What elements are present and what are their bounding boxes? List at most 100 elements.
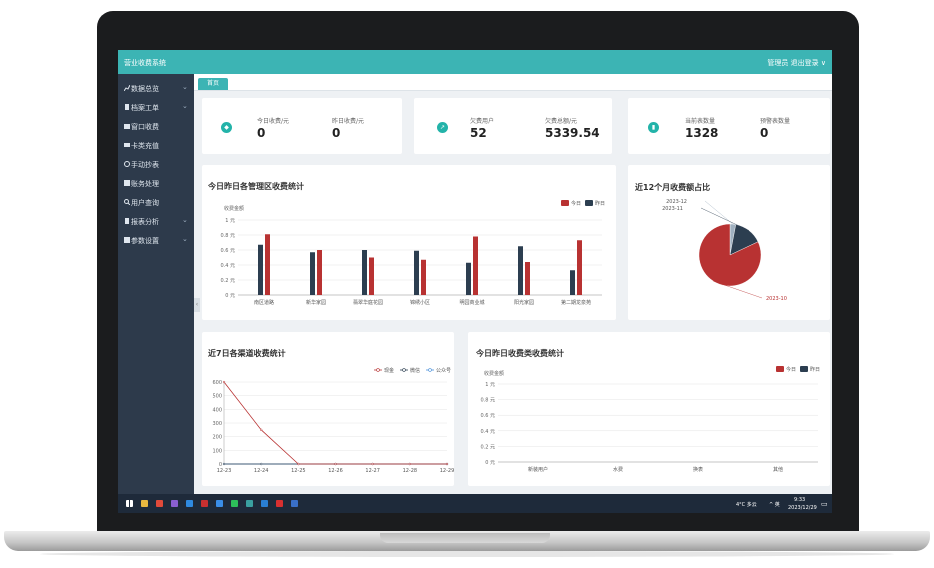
pdf-icon[interactable] bbox=[201, 500, 208, 507]
bar bbox=[317, 250, 322, 295]
sidebar-item-cashier[interactable]: 窗口收费 bbox=[118, 118, 194, 136]
legend-label: 微信 bbox=[410, 367, 420, 374]
windows-icon[interactable] bbox=[126, 500, 133, 507]
app-icon[interactable] bbox=[291, 500, 298, 507]
legend-label: 现金 bbox=[384, 367, 394, 374]
y-tick-label: 500 bbox=[212, 394, 222, 400]
settings-icon bbox=[124, 237, 130, 243]
card-icon bbox=[124, 142, 130, 148]
y-tick-label: 400 bbox=[212, 407, 222, 413]
clock-time[interactable]: 9:33 bbox=[794, 497, 806, 503]
bar bbox=[369, 257, 374, 295]
stat-value: 1328 bbox=[685, 126, 719, 140]
app-icon[interactable] bbox=[216, 500, 223, 507]
sidebar-item-overview[interactable]: 数据总览 ⌄ bbox=[118, 80, 194, 98]
document-icon: ▮ bbox=[648, 122, 659, 133]
app-icon[interactable] bbox=[246, 500, 253, 507]
x-tick-label: 明园商业城 bbox=[459, 299, 484, 306]
sidebar-item-label: 手动抄表 bbox=[131, 161, 159, 169]
x-tick-label: 12-23 bbox=[217, 468, 232, 474]
pie-leader-line bbox=[713, 280, 763, 299]
x-tick-label: 换表 bbox=[693, 466, 703, 473]
sidebar-item-user-query[interactable]: 用户查询 bbox=[118, 194, 194, 212]
axis-label: 收费金额 bbox=[224, 205, 244, 212]
app-icon[interactable] bbox=[261, 500, 268, 507]
x-tick-label: 12-27 bbox=[365, 468, 380, 474]
visual-studio-icon[interactable] bbox=[171, 500, 178, 507]
stat-card-meters: ▮ 当前表数量 1328 预警表数量 0 bbox=[628, 98, 830, 154]
weather-text[interactable]: 4°C 多云 bbox=[736, 502, 757, 508]
y-tick-label: 0.4 元 bbox=[480, 429, 495, 435]
bar bbox=[362, 250, 367, 295]
x-tick-label: 阳光家园 bbox=[514, 299, 534, 306]
sidebar-item-recharge[interactable]: 卡类充值 bbox=[118, 137, 194, 155]
x-tick-label: 南区道路 bbox=[254, 299, 274, 306]
axis-label: 收费金额 bbox=[484, 370, 504, 377]
y-tick-label: 0.6 元 bbox=[480, 413, 495, 419]
sidebar-item-ledger[interactable]: 账务处理 bbox=[118, 175, 194, 193]
y-tick-label: 1 元 bbox=[225, 218, 235, 224]
system-tray[interactable]: ^ 英 bbox=[769, 502, 780, 508]
sidebar-item-archive[interactable]: 档案工单 ⌄ bbox=[118, 99, 194, 117]
user-area[interactable]: 管理员 退出登录 ∨ bbox=[767, 58, 826, 68]
series-point bbox=[222, 462, 226, 466]
x-tick-label: 第二期龙泉苑 bbox=[561, 299, 591, 306]
stat-label: 昨日收费/元 bbox=[332, 118, 365, 125]
y-tick-label: 1 元 bbox=[485, 382, 495, 388]
notification-icon[interactable]: ▭ bbox=[821, 500, 828, 508]
wechat-icon[interactable] bbox=[231, 500, 238, 507]
wps-icon[interactable] bbox=[276, 500, 283, 507]
sidebar-item-reports[interactable]: 报表分析 ⌄ bbox=[118, 213, 194, 231]
chart-icon: ↗ bbox=[437, 122, 448, 133]
stat-card-arrears: ↗ 欠费用户 52 欠费总额/元 5339.54 bbox=[414, 98, 612, 154]
stat-label: 当前表数量 bbox=[685, 118, 716, 125]
file-explorer-icon[interactable] bbox=[141, 500, 148, 507]
legend-marker bbox=[376, 368, 380, 372]
bar bbox=[258, 244, 263, 295]
sidebar-collapse-handle[interactable]: ‹ bbox=[194, 298, 200, 312]
sidebar-item-label: 档案工单 bbox=[131, 104, 159, 112]
legend-label: 今日 bbox=[571, 200, 581, 207]
vscode-icon[interactable] bbox=[186, 500, 193, 507]
y-tick-label: 0 元 bbox=[485, 460, 495, 466]
stat-value: 0 bbox=[257, 126, 266, 140]
series-point bbox=[260, 428, 263, 431]
laptop-shadow bbox=[40, 551, 894, 557]
legend-label: 公众号 bbox=[436, 368, 451, 374]
x-tick-label: 12-26 bbox=[328, 468, 343, 474]
sidebar-item-settings[interactable]: 参数设置 ⌄ bbox=[118, 232, 194, 250]
legend-label: 今日 bbox=[786, 366, 796, 373]
logout-button[interactable]: 退出登录 ∨ bbox=[790, 59, 826, 67]
bar bbox=[570, 270, 575, 295]
legend-marker bbox=[428, 368, 432, 372]
y-tick-label: 0 元 bbox=[225, 293, 235, 299]
stat-value: 0 bbox=[332, 126, 341, 140]
sidebar-item-label: 窗口收费 bbox=[131, 123, 159, 131]
clock-date[interactable]: 2023/12/29 bbox=[788, 505, 817, 511]
user-name[interactable]: 管理员 bbox=[767, 59, 789, 67]
x-tick-label: 锦绣小区 bbox=[410, 299, 430, 306]
x-tick-label: 12-25 bbox=[291, 468, 306, 474]
sidebar-item-label: 报表分析 bbox=[131, 218, 159, 226]
series-point bbox=[408, 462, 411, 466]
tab-home[interactable]: 首页 bbox=[198, 78, 228, 90]
legend-swatch bbox=[585, 200, 593, 206]
sidebar-item-label: 用户查询 bbox=[131, 199, 159, 207]
stat-value: 52 bbox=[470, 126, 487, 140]
y-tick-label: 0.2 元 bbox=[480, 444, 495, 450]
y-tick-label: 200 bbox=[212, 435, 222, 441]
chart-icon bbox=[123, 84, 131, 92]
chrome-icon[interactable] bbox=[156, 500, 163, 507]
bar bbox=[414, 250, 419, 295]
stat-value: 0 bbox=[760, 126, 769, 140]
chart-title: 今日昨日各管理区收费统计 bbox=[208, 182, 304, 191]
legend-swatch bbox=[800, 366, 808, 372]
legend-swatch bbox=[561, 200, 569, 206]
channel-line-chart: 0 100 200 300 400 500 600 12-23 12-24 12-25 12-26 1… bbox=[212, 367, 454, 474]
series-point bbox=[260, 462, 263, 466]
y-tick-label: 100 bbox=[212, 448, 222, 454]
laptop-notch bbox=[380, 533, 550, 543]
sidebar-item-meter[interactable]: 手动抄表 bbox=[118, 156, 194, 174]
chevron-down-icon: ⌄ bbox=[182, 83, 188, 91]
